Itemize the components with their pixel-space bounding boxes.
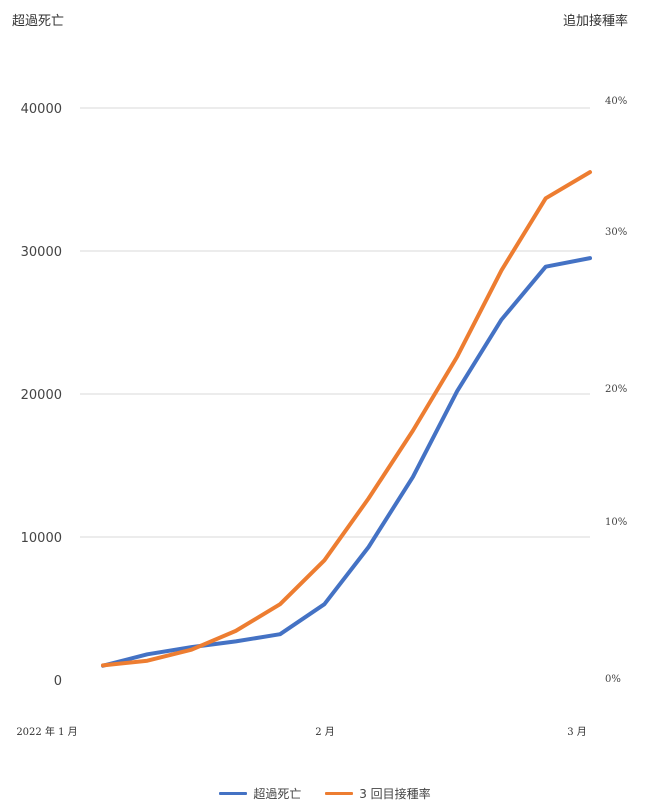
right-tick-label: 40%	[605, 96, 627, 107]
x-axis-ticks: 2022 年 1 月 2 月 3 月	[16, 725, 586, 738]
legend: 超過死亡 3 回目接種率	[0, 784, 650, 802]
legend-swatch-booster	[325, 792, 354, 795]
right-tick-label: 20%	[605, 384, 627, 395]
right-tick-label: 10%	[605, 517, 627, 528]
right-axis-ticks: 0% 10% 20% 30% 40%	[605, 96, 627, 685]
series-line-booster-rate	[101, 170, 592, 668]
left-axis-title: 超過死亡	[12, 14, 65, 29]
right-axis-title: 追加接種率	[562, 14, 628, 29]
legend-label-excess: 超過死亡	[253, 787, 302, 801]
legend-label-booster: 3 回目接種率	[359, 787, 431, 801]
left-tick-label: 0	[54, 674, 62, 689]
legend-item-booster: 3 回目接種率	[325, 785, 431, 802]
series-line-excess-deaths	[101, 256, 592, 668]
legend-swatch-excess	[219, 792, 248, 795]
legend-item-excess: 超過死亡	[219, 785, 301, 802]
right-tick-label: 0%	[605, 674, 621, 685]
x-tick-label: 2 月	[315, 726, 335, 738]
left-tick-label: 20000	[21, 388, 62, 403]
x-tick-label: 3 月	[567, 726, 587, 738]
series-lines	[101, 170, 592, 668]
left-tick-label: 40000	[21, 102, 62, 117]
gridlines	[80, 107, 590, 538]
x-tick-label: 2022 年 1 月	[16, 725, 77, 738]
right-tick-label: 30%	[605, 227, 627, 238]
left-tick-label: 10000	[21, 531, 62, 546]
line-chart: 0 10000 20000 30000 40000 0% 10% 20% 30% 40% 202…	[16, 96, 627, 738]
left-tick-label: 30000	[21, 245, 62, 260]
left-axis-ticks: 0 10000 20000 30000 40000	[21, 102, 62, 689]
